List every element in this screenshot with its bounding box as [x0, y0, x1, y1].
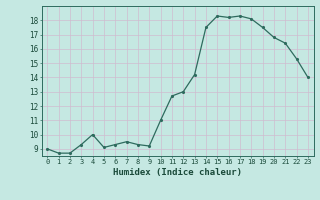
X-axis label: Humidex (Indice chaleur): Humidex (Indice chaleur) [113, 168, 242, 177]
